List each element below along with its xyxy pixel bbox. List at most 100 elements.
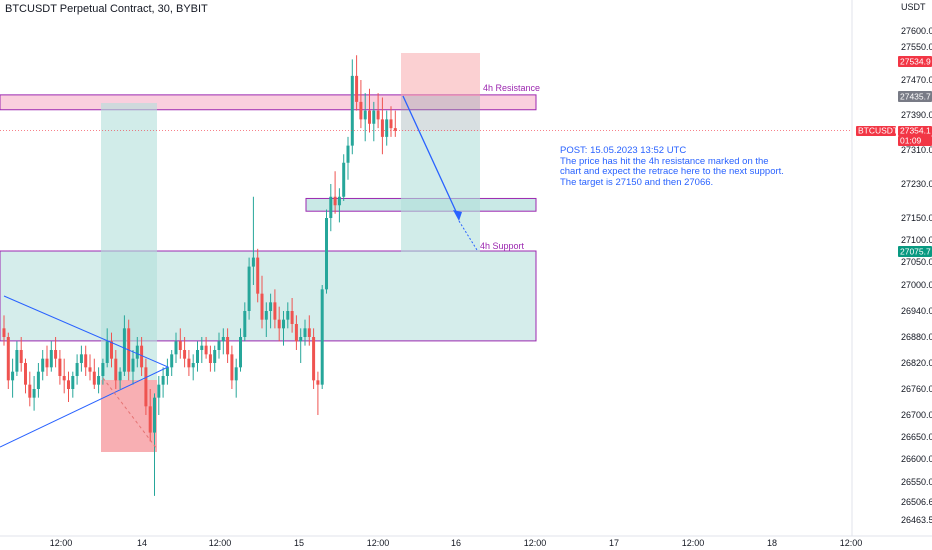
candle-body	[299, 337, 303, 342]
candle-body	[200, 345, 204, 350]
dashed-projection	[102, 377, 158, 450]
candle-body	[49, 350, 53, 368]
y-tick-label: 27600.0	[901, 26, 932, 36]
price-tag	[856, 126, 896, 136]
arrow-dashed	[458, 220, 478, 251]
y-tick-label: 27470.0	[901, 75, 932, 85]
candle-body	[148, 406, 152, 433]
candle-body	[385, 119, 389, 137]
candle-body	[187, 358, 191, 368]
price-tag-text: 27435.7	[900, 92, 931, 102]
candle-body	[363, 110, 367, 120]
candle-body	[294, 324, 298, 342]
y-tick-label: 26463.5	[901, 515, 932, 525]
candle-body	[372, 110, 376, 124]
candle-body	[131, 358, 135, 372]
candle-body	[2, 328, 6, 337]
candle-body	[359, 101, 363, 120]
candle-body	[170, 354, 174, 368]
candle-body	[221, 337, 225, 342]
candle-body	[101, 363, 105, 376]
short-target-box	[401, 131, 480, 252]
candle-body	[122, 328, 126, 372]
candle-body	[368, 110, 371, 124]
candle-body	[217, 341, 221, 350]
y-tick-label: 27550.0	[901, 42, 932, 52]
candle-body	[79, 354, 83, 363]
triangle-pattern	[0, 295, 170, 448]
y-tick-label: 26760.0	[901, 384, 932, 394]
candle-body	[316, 380, 320, 385]
y-tick-label: 26820.0	[901, 358, 932, 368]
price-tag-text: BTCUSDT.P	[858, 126, 906, 136]
candle-body	[32, 389, 36, 398]
y-tick-label: 27390.0	[901, 110, 932, 120]
candle-body	[247, 266, 251, 311]
candle-body	[376, 110, 380, 120]
candle-body	[312, 337, 316, 381]
candle-body	[251, 257, 255, 267]
candle-body	[282, 319, 285, 329]
y-tick-label: 27100.0	[901, 235, 932, 245]
candle-body	[234, 367, 238, 381]
candle-body	[350, 75, 354, 146]
support-zone-4h	[0, 250, 537, 342]
y-tick-label: 26880.0	[901, 332, 932, 342]
short-stop-box	[401, 53, 480, 96]
candle-body	[62, 376, 66, 381]
candle-body	[28, 384, 32, 398]
price-tag	[898, 56, 932, 67]
arrow-head	[453, 210, 462, 221]
candle-body	[196, 350, 199, 363]
candle-body	[41, 358, 45, 372]
x-tick-label: 17	[609, 538, 619, 548]
candle-body	[71, 376, 75, 389]
candle-body	[114, 358, 118, 381]
candle-body	[45, 358, 49, 368]
candle-body	[118, 371, 122, 381]
candle-body	[269, 302, 273, 311]
candle-body	[183, 350, 187, 359]
candle-body	[105, 341, 109, 363]
price-tag-text: 27075.7	[900, 247, 931, 257]
candle-body	[290, 311, 294, 324]
y-tick-label: 26550.0	[901, 477, 932, 487]
candle-body	[230, 354, 234, 381]
candle-body	[320, 289, 324, 385]
candle-body	[92, 371, 96, 385]
candle-body	[333, 196, 337, 206]
candle-body	[84, 354, 88, 368]
price-tag-text: 27354.1	[900, 126, 931, 136]
candle-body	[277, 319, 281, 329]
y-tick-label: 26600.0	[901, 454, 932, 464]
y-tick-label: 27000.0	[901, 280, 932, 290]
candle-body	[140, 345, 144, 368]
candle-body	[15, 350, 19, 372]
drawings-layer	[0, 95, 852, 450]
price-tag	[898, 246, 932, 257]
candle-body	[54, 350, 58, 359]
post-note: POST: 15.05.2023 13:52 UTC The price has…	[560, 145, 784, 188]
candle-body	[325, 218, 328, 290]
x-tick-label: 12:00	[840, 538, 863, 548]
price-tag	[898, 136, 932, 146]
candle-body	[264, 311, 268, 320]
resistance-label: 4h Resistance	[483, 83, 540, 93]
candle-body	[380, 119, 384, 137]
y-tick-label: 26700.0	[901, 410, 932, 420]
candle-body	[75, 363, 79, 376]
candle-body	[208, 354, 212, 363]
candle-body	[67, 380, 70, 389]
candle-body	[153, 397, 156, 433]
x-tick-label: 12:00	[524, 538, 547, 548]
candle-body	[6, 337, 10, 381]
candle-body	[88, 367, 92, 372]
candle-body	[135, 345, 139, 359]
price-tag	[898, 91, 932, 102]
short-entry-box	[401, 96, 480, 131]
y-tick-label: 27310.0	[901, 145, 932, 155]
candle-body	[239, 337, 242, 368]
candle-body	[144, 367, 148, 407]
candles-layer	[2, 55, 397, 496]
